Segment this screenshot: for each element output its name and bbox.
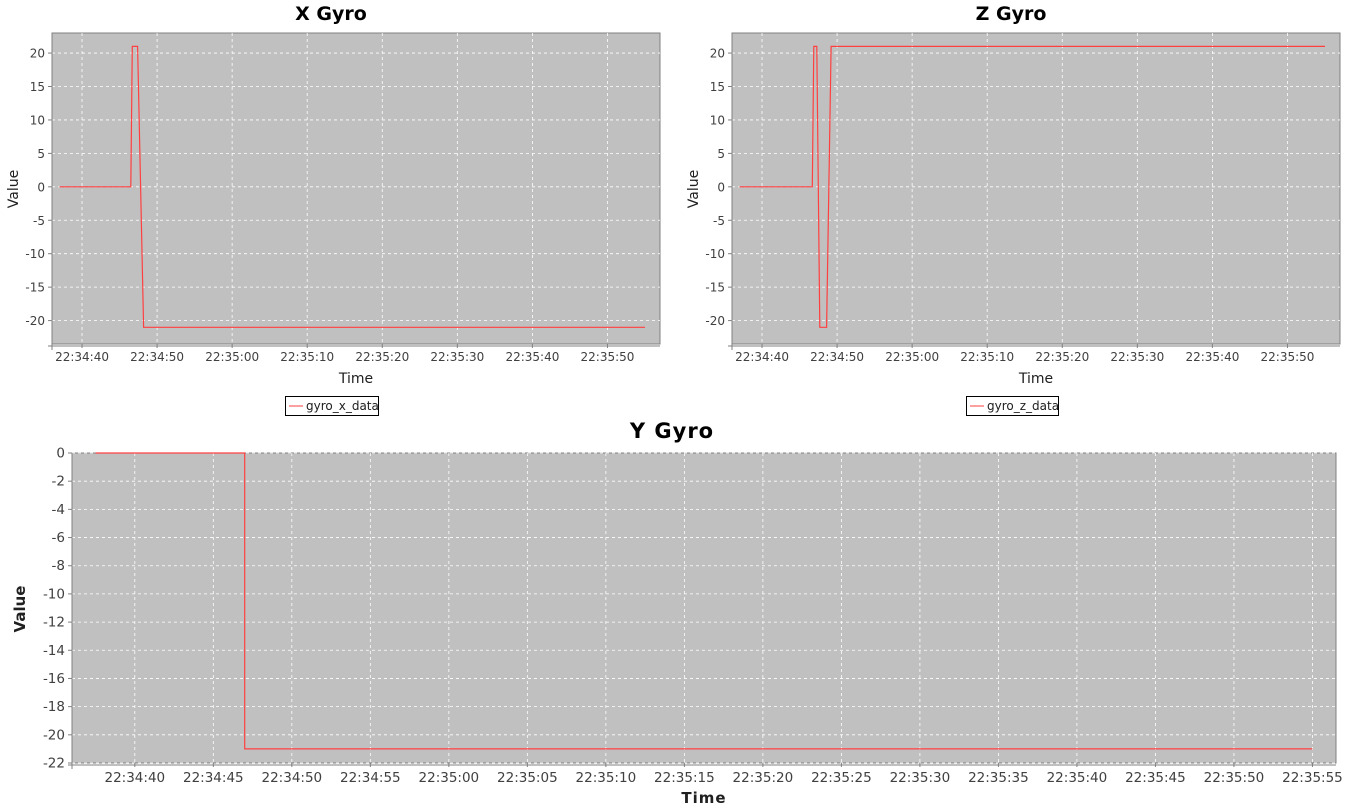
y-tick-label: -4: [52, 502, 65, 518]
x-tick-label: 22:35:25: [811, 770, 872, 786]
y-tick-label: -10: [705, 247, 725, 261]
x-tick-label: 22:35:50: [1261, 350, 1315, 364]
x-tick-label: 22:34:45: [183, 770, 244, 786]
plot-area: [71, 452, 1337, 764]
y-tick-label: -5: [713, 214, 725, 228]
x-tick-label: 22:35:20: [733, 770, 794, 786]
legend-label: gyro_z_data: [987, 399, 1059, 413]
y-tick-label: 15: [30, 80, 45, 94]
y-gyro-chart: Y Gyro 0 -2 -4 -6 -8 -10 -12 -14 -16 -18 -20 -22 22:…: [11, 419, 1343, 807]
y-tick-label: 0: [37, 180, 45, 194]
y-axis-label: Value: [6, 170, 22, 208]
y-axis-label: Value: [686, 170, 702, 208]
x-tick-label: 22:35:40: [1047, 770, 1108, 786]
legend: gyro_z_data: [966, 396, 1059, 416]
y-tick-label: -20: [43, 727, 65, 743]
y-tick-label: -15: [705, 281, 725, 295]
x-tick-label: 22:34:40: [104, 770, 165, 786]
chart-title: Y Gyro: [629, 419, 714, 443]
y-tick-label: -10: [43, 586, 65, 602]
series-line: [59, 45, 645, 328]
x-tick-label: 22:35:15: [654, 770, 715, 786]
legend-box: [966, 396, 1059, 416]
y-tick-label: 10: [710, 113, 725, 127]
x-tick-label: 22:35:00: [885, 350, 939, 364]
plot-area: [731, 32, 1341, 345]
plot-layer: 20 15 10 5 0 -5 -10 -15 -20 22:34:40 22:34:50 22:35…: [25, 32, 661, 364]
x-tick-label: 22:34:50: [810, 350, 864, 364]
y-tick-label: -22: [43, 756, 65, 772]
z-gyro-panel: Z Gyro 20 15 10 5 0 -5 -10 -15 -20 22:34:40 22:34:…: [680, 0, 1349, 420]
x-tick-label: 22:35:10: [960, 350, 1014, 364]
y-tick-label: -14: [43, 643, 65, 659]
x-axis-label: Time: [681, 789, 726, 807]
series-line: [95, 452, 1313, 750]
y-tick-label: 5: [717, 147, 725, 161]
series-line: [739, 45, 1325, 328]
plot-area: [51, 32, 661, 345]
x-tick-label: 22:34:55: [340, 770, 401, 786]
x-axis-label: Time: [338, 371, 373, 387]
y-tick-label: -12: [43, 615, 65, 631]
plot-layer: 20 15 10 5 0 -5 -10 -15 -20 22:34:40 22:34:50 22:35…: [705, 32, 1341, 364]
y-tick-label: 0: [717, 180, 725, 194]
y-gyro-panel: Y Gyro 0 -2 -4 -6 -8 -10 -12 -14 -16 -18 -20 -22 22:…: [0, 418, 1349, 810]
y-tick-label: -2: [52, 474, 65, 490]
x-tick-label: 22:35:30: [890, 770, 951, 786]
y-tick-label: 10: [30, 113, 45, 127]
x-tick-label: 22:34:40: [55, 350, 109, 364]
x-tick-label: 22:35:35: [968, 770, 1029, 786]
x-tick-label: 22:35:05: [497, 770, 558, 786]
y-tick-label: -6: [52, 530, 65, 546]
y-tick-label: 20: [710, 47, 725, 61]
y-tick-label: -5: [33, 214, 45, 228]
y-tick-label: 20: [30, 47, 45, 61]
x-gyro-chart: X Gyro 20 15 10 5 0 -5 -10 -15 -20 22:34:40 22:34:…: [6, 3, 661, 416]
x-tick-label: 22:35:20: [355, 350, 409, 364]
x-tick-label: 22:35:50: [581, 350, 635, 364]
chart-title: X Gyro: [295, 3, 367, 25]
x-tick-label: 22:34:50: [130, 350, 184, 364]
y-tick-label: -20: [705, 314, 725, 328]
x-tick-label: 22:35:10: [280, 350, 334, 364]
x-tick-label: 22:35:30: [1110, 350, 1164, 364]
x-tick-label: 22:35:45: [1125, 770, 1186, 786]
x-tick-label: 22:35:55: [1282, 770, 1343, 786]
x-tick-label: 22:35:50: [1204, 770, 1265, 786]
x-axis-label: Time: [1018, 371, 1053, 387]
legend-box: [285, 396, 379, 416]
x-tick-label: 22:34:50: [262, 770, 323, 786]
x-tick-label: 22:34:40: [735, 350, 789, 364]
y-tick-label: 0: [56, 446, 65, 462]
plot-layer: 0 -2 -4 -6 -8 -10 -12 -14 -16 -18 -20 -22 22:34:40 22…: [43, 446, 1343, 787]
x-tick-label: 22:35:00: [205, 350, 259, 364]
y-tick-label: -10: [25, 247, 45, 261]
legend: gyro_x_data: [285, 396, 379, 416]
x-gyro-panel: X Gyro 20 15 10 5 0 -5 -10 -15 -20 22:34:40 22:34:…: [0, 0, 670, 420]
legend-label: gyro_x_data: [306, 399, 379, 413]
y-tick-label: 15: [710, 80, 725, 94]
z-gyro-chart: Z Gyro 20 15 10 5 0 -5 -10 -15 -20 22:34:40 22:34:…: [686, 3, 1341, 416]
x-tick-label: 22:35:20: [1035, 350, 1089, 364]
y-axis-label: Value: [11, 586, 29, 633]
chart-title: Z Gyro: [976, 3, 1047, 25]
y-tick-label: -20: [25, 314, 45, 328]
x-tick-label: 22:35:00: [419, 770, 480, 786]
y-tick-label: -8: [52, 558, 65, 574]
x-tick-label: 22:35:40: [1185, 350, 1239, 364]
x-tick-label: 22:35:10: [576, 770, 637, 786]
y-tick-label: 5: [37, 147, 45, 161]
y-tick-label: -18: [43, 699, 65, 715]
y-tick-label: -15: [25, 281, 45, 295]
x-tick-label: 22:35:40: [505, 350, 559, 364]
x-tick-label: 22:35:30: [430, 350, 484, 364]
y-tick-label: -16: [43, 671, 65, 687]
